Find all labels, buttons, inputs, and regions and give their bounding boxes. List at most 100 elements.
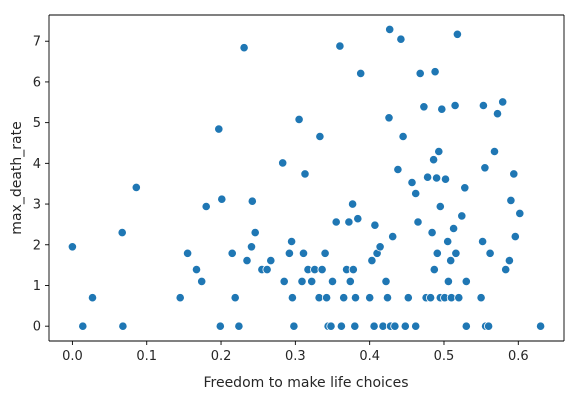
x-tick-label: 0.2 [211,349,232,364]
data-point [217,194,227,204]
data-point [483,321,494,331]
axes [48,14,565,342]
data-point [443,236,453,247]
data-point [419,102,429,112]
x-tick-label: 0.4 [359,349,380,364]
data-point [498,97,508,107]
data-point [432,248,442,258]
data-point [326,321,336,331]
y-tick-label: 5 [33,116,41,131]
data-point [317,264,327,275]
data-point [460,183,470,193]
data-point [480,163,490,173]
data-point [411,321,421,331]
data-point [230,293,240,303]
data-point [350,293,361,303]
data-point [478,100,488,111]
y-tick-label: 0 [33,320,41,335]
data-point [298,248,309,258]
data-point [435,201,445,212]
data-point [350,321,360,331]
data-point [175,293,185,303]
data-point [247,196,257,206]
data-point [451,248,461,258]
data-point [461,276,471,286]
data-point [365,293,375,303]
data-point [448,223,459,234]
y-tick-label: 1 [33,279,41,294]
data-point [485,248,495,258]
data-point [327,276,338,286]
data-point [476,293,486,303]
y-axis-label: max_death_rate [9,121,25,234]
data-point [431,173,442,183]
x-tick-label: 0.3 [285,349,306,364]
data-point [279,276,289,286]
data-point [382,293,393,303]
data-point [201,201,211,212]
data-point [413,217,423,227]
data-point [443,276,453,286]
data-point [250,228,260,238]
data-point [489,146,500,157]
data-point [504,255,514,266]
data-point [262,264,272,275]
x-ticks: 0.0 0.1 0.2 0.3 0.4 0.5 0.6 [62,341,529,364]
data-point [347,199,358,209]
data-point [369,321,379,331]
data-point [437,104,447,114]
data-point [370,220,380,230]
data-point [67,242,78,252]
data-point [197,276,207,286]
data-point [428,155,439,165]
data-point [331,217,341,227]
y-tick-label: 6 [33,75,41,90]
data-point [452,29,462,39]
data-point [411,188,421,199]
data-points [67,24,546,331]
data-point [427,228,437,238]
data-point [183,248,193,258]
data-point [450,100,460,111]
data-point [434,146,444,157]
data-point [501,264,511,275]
data-point [356,68,366,79]
data-point [440,174,451,184]
y-ticks: 0 1 2 3 4 5 6 7 [33,35,49,335]
x-tick-label: 0.5 [434,349,455,364]
x-tick-label: 0.0 [62,349,83,364]
data-point [384,113,394,123]
data-point [344,217,354,227]
y-tick-label: 4 [33,157,41,172]
data-point [367,255,377,266]
x-tick-label: 0.6 [508,349,529,364]
data-point [191,264,202,275]
data-point [78,321,88,331]
data-point [336,321,346,331]
data-point [492,109,503,119]
data-point [454,293,464,303]
data-point [278,158,288,168]
data-point [300,169,310,179]
data-point [339,293,349,303]
data-point [266,255,276,266]
data-point [87,293,98,303]
data-point [457,211,467,221]
y-tick-label: 7 [33,35,41,50]
data-point [375,242,385,252]
data-point [131,182,141,192]
data-point [446,255,456,266]
data-point [381,276,391,286]
data-point [315,131,325,142]
data-point [510,232,520,242]
data-point [321,293,332,303]
data-point [234,321,244,331]
x-axis-label: Freedom to make life choices [203,375,408,391]
data-point [287,293,297,303]
data-point [385,24,395,35]
data-point [353,214,363,224]
data-point [294,114,304,125]
data-point [345,276,355,286]
data-point [239,43,249,53]
